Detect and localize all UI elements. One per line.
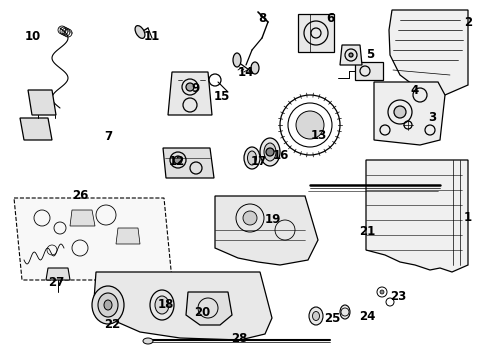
Text: 20: 20	[193, 306, 210, 319]
Text: 28: 28	[230, 332, 246, 345]
Ellipse shape	[312, 311, 319, 320]
Text: 9: 9	[191, 81, 200, 94]
Ellipse shape	[155, 296, 169, 314]
Circle shape	[393, 106, 405, 118]
Text: 17: 17	[250, 156, 266, 168]
Text: 14: 14	[237, 66, 254, 78]
Polygon shape	[14, 198, 172, 280]
Polygon shape	[388, 10, 467, 95]
Circle shape	[379, 290, 383, 294]
Polygon shape	[116, 228, 140, 244]
Polygon shape	[215, 196, 317, 265]
Text: 23: 23	[389, 289, 406, 302]
Polygon shape	[339, 45, 361, 65]
Text: 15: 15	[213, 90, 230, 103]
Text: 5: 5	[365, 49, 373, 62]
Polygon shape	[94, 272, 271, 340]
Polygon shape	[20, 118, 52, 140]
Ellipse shape	[92, 286, 124, 324]
Polygon shape	[28, 90, 56, 115]
Text: 3: 3	[427, 112, 435, 125]
Ellipse shape	[308, 307, 323, 325]
Ellipse shape	[232, 53, 241, 67]
Ellipse shape	[150, 290, 174, 320]
Ellipse shape	[250, 62, 259, 74]
Ellipse shape	[135, 26, 144, 39]
Circle shape	[243, 211, 257, 225]
Text: 12: 12	[168, 156, 185, 168]
Polygon shape	[297, 14, 333, 52]
Polygon shape	[373, 82, 444, 145]
Circle shape	[185, 83, 194, 91]
Ellipse shape	[98, 293, 118, 317]
Text: 1: 1	[463, 211, 471, 225]
Text: 26: 26	[72, 189, 88, 202]
Text: 19: 19	[264, 213, 281, 226]
Polygon shape	[168, 72, 212, 115]
Text: 6: 6	[325, 12, 333, 24]
Text: 18: 18	[158, 298, 174, 311]
Text: 7: 7	[104, 130, 112, 144]
Polygon shape	[46, 268, 70, 280]
Text: 21: 21	[358, 225, 374, 238]
Text: 25: 25	[323, 311, 340, 324]
Polygon shape	[163, 148, 214, 178]
Circle shape	[348, 53, 352, 57]
Ellipse shape	[260, 138, 280, 166]
Bar	[354, 62, 382, 80]
Polygon shape	[185, 292, 231, 325]
Ellipse shape	[264, 143, 275, 161]
Circle shape	[265, 148, 273, 156]
Text: 4: 4	[410, 84, 418, 96]
Text: 27: 27	[48, 275, 64, 288]
Text: 16: 16	[272, 149, 288, 162]
Polygon shape	[70, 210, 95, 226]
Text: 22: 22	[103, 319, 120, 332]
Polygon shape	[365, 160, 467, 272]
Ellipse shape	[339, 305, 349, 319]
Text: 10: 10	[25, 31, 41, 44]
Text: 11: 11	[143, 31, 160, 44]
Ellipse shape	[142, 338, 153, 344]
Text: 8: 8	[257, 12, 265, 24]
Text: 2: 2	[463, 15, 471, 28]
Ellipse shape	[244, 147, 260, 169]
Text: 24: 24	[358, 310, 374, 323]
Circle shape	[174, 156, 182, 164]
Circle shape	[295, 111, 324, 139]
Ellipse shape	[104, 300, 112, 310]
Text: 13: 13	[310, 130, 326, 143]
Ellipse shape	[247, 151, 256, 165]
